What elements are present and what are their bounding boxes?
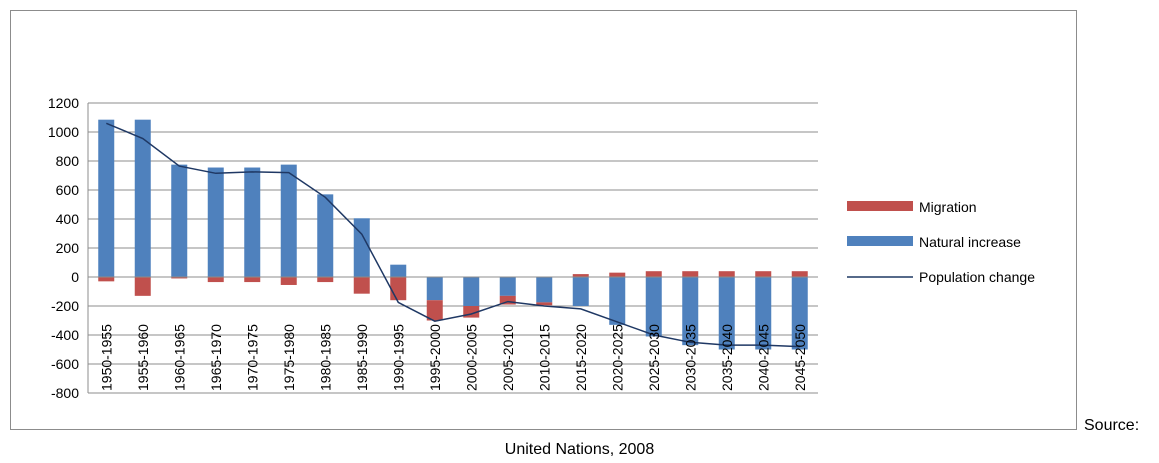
chart-area: 1200 1000 800 600 400 200 0 -200 -400 -600 -800 195…	[10, 10, 1077, 430]
natural-increase-bar	[134, 119, 151, 277]
x-tick-label: 2030-2035	[682, 324, 698, 391]
natural-increase-bar	[280, 164, 297, 277]
legend-label-migration: Migration	[919, 199, 977, 215]
x-tick-label: 1955-1960	[135, 324, 151, 391]
natural-increase-bar	[463, 277, 480, 306]
migration-bar	[718, 271, 735, 277]
natural-increase-bar	[718, 277, 735, 350]
natural-increase-bar	[426, 277, 443, 301]
x-tick-label: 1965-1970	[208, 324, 224, 391]
y-tick-label: 400	[56, 211, 80, 227]
natural-increase-bar	[317, 194, 334, 277]
migration-bar	[755, 271, 772, 277]
y-tick-label: 600	[56, 182, 80, 198]
x-tick-label: 1970-1975	[244, 324, 260, 391]
natural-increase-bar	[791, 277, 808, 350]
x-tick-label: 2035-2040	[719, 324, 735, 391]
migration-bar	[791, 271, 808, 277]
y-tick-label: -600	[51, 356, 79, 372]
natural-increase-bar	[98, 119, 115, 277]
x-tick-label: 2020-2025	[609, 324, 625, 391]
migration-bar	[280, 277, 297, 285]
x-tick-label: 1985-1990	[354, 324, 370, 391]
natural-increase-bar	[755, 277, 772, 350]
natural-increase-bar	[645, 277, 662, 337]
x-tick-label: 2005-2010	[500, 324, 516, 391]
natural-increase-bar	[390, 264, 407, 277]
migration-bar	[463, 306, 480, 318]
y-tick-label: 1200	[48, 95, 79, 111]
source-label: Source:	[1084, 417, 1140, 434]
y-tick-label: -400	[51, 327, 79, 343]
migration-bar	[499, 295, 516, 305]
x-tick-label: 1975-1980	[281, 324, 297, 391]
x-tick-label: 1995-2000	[427, 324, 443, 391]
y-tick-label: 1000	[48, 124, 79, 140]
migration-bar	[244, 277, 261, 283]
natural-increase-bar	[353, 218, 370, 277]
x-tick-label: 2015-2020	[573, 324, 589, 391]
y-tick-label: -200	[51, 298, 79, 314]
migration-bar	[207, 277, 224, 283]
y-tick-label: 0	[71, 269, 79, 285]
natural-increase-bar	[609, 277, 626, 325]
legend-swatch-migration	[847, 201, 913, 211]
natural-increase-bar	[572, 277, 589, 306]
natural-increase-bar	[499, 277, 516, 296]
y-tick-label: -800	[51, 385, 79, 401]
migration-bar	[536, 302, 553, 306]
x-tick-label: 2040-2045	[755, 324, 771, 391]
natural-increase-bar	[207, 167, 224, 277]
migration-bar	[317, 277, 334, 283]
x-tick-label: 1990-1995	[390, 324, 406, 391]
migration-bar	[609, 272, 626, 277]
natural-increase-bar	[682, 277, 699, 346]
legend-label-natural-increase: Natural increase	[919, 234, 1021, 250]
migration-bar	[134, 277, 151, 296]
y-tick-label: 800	[56, 153, 80, 169]
migration-bar	[353, 277, 370, 294]
caption: United Nations, 2008	[504, 441, 655, 458]
migration-bar	[572, 274, 589, 277]
y-tick-label: 200	[56, 240, 80, 256]
x-tick-label: 2000-2005	[463, 324, 479, 391]
legend-label-population-change: Population change	[919, 269, 1035, 285]
natural-increase-bar	[244, 167, 261, 277]
migration-bar	[682, 271, 699, 277]
migration-bar	[645, 271, 662, 277]
x-tick-label: 2010-2015	[536, 324, 552, 391]
migration-bar	[390, 277, 407, 301]
migration-bar	[98, 277, 115, 282]
x-tick-label: 1950-1955	[98, 324, 114, 391]
population-chart: 1200 1000 800 600 400 200 0 -200 -400 -600 -800 195…	[48, 95, 1035, 401]
x-tick-label: 2025-2030	[646, 324, 662, 391]
x-tick-label: 1980-1985	[317, 324, 333, 391]
population-change-line	[106, 122, 800, 348]
legend-swatch-natural-increase	[847, 236, 913, 246]
migration-bar	[426, 300, 443, 321]
x-tick-label: 1960-1965	[171, 324, 187, 391]
natural-increase-bar	[536, 277, 553, 303]
x-tick-label: 2045-2050	[792, 324, 808, 391]
migration-bar	[171, 277, 188, 279]
natural-increase-bar	[171, 164, 188, 277]
